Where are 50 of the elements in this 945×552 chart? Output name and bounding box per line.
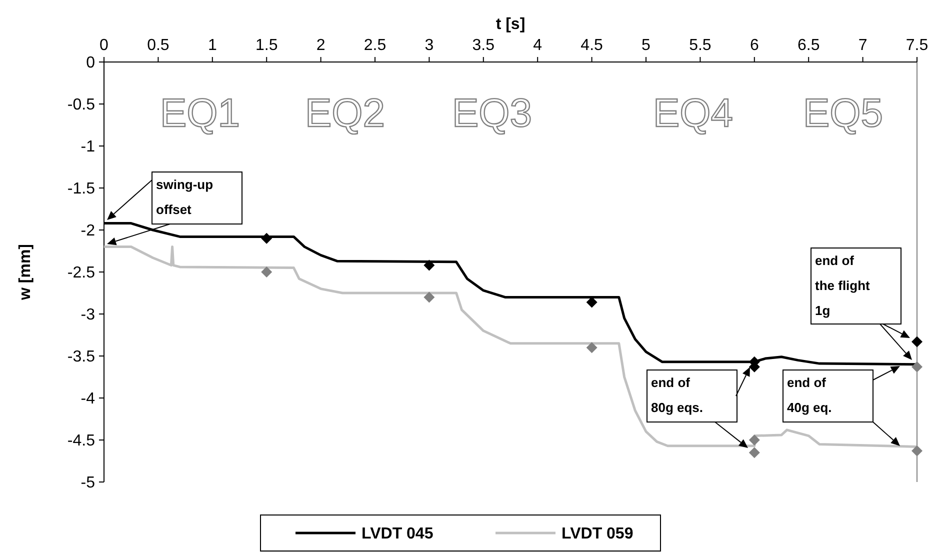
- x-tick-label: 1: [208, 37, 217, 54]
- x-tick-label: 0: [100, 37, 109, 54]
- point: [912, 361, 922, 372]
- x-tick-label: 7.5: [906, 37, 928, 54]
- point: [912, 336, 922, 348]
- x-tick-label: 3: [424, 37, 434, 54]
- annotation: EQ4: [652, 91, 734, 136]
- y-tick-label: -5: [80, 474, 96, 492]
- point: [261, 266, 272, 278]
- annotation: EQ5: [802, 91, 884, 136]
- point: [748, 434, 760, 446]
- y-tick-label: -4.5: [67, 432, 96, 450]
- point: [261, 232, 272, 244]
- annotation: end of 80g eqs.: [651, 375, 704, 415]
- x-tick-label: 5.5: [689, 37, 712, 54]
- x-tick-label: 7: [858, 37, 868, 54]
- annotation: EQ2: [304, 91, 386, 136]
- y-tick-label: -1: [80, 138, 96, 156]
- point: [586, 342, 598, 354]
- y-tick-label: -1.5: [67, 180, 96, 198]
- annotation: EQ3: [452, 91, 532, 136]
- point: [424, 292, 435, 303]
- x-tick-label: 3.5: [472, 37, 495, 54]
- point: [424, 260, 435, 271]
- y-tick-label: -2.5: [67, 264, 96, 282]
- x-tick-label: 2: [316, 37, 326, 54]
- x-tick-label: 1.5: [255, 37, 278, 54]
- annotation: end of 40g eq.: [787, 375, 832, 415]
- x-tick-label: 2.5: [364, 37, 386, 54]
- x-tick-label: 5: [642, 37, 651, 54]
- point: [912, 445, 922, 456]
- annotation: end of the flight 1g: [815, 253, 871, 318]
- x-tick-label: 4: [533, 37, 542, 54]
- y-tick-label: -2: [80, 222, 96, 240]
- y-tick-label: 0: [86, 54, 96, 72]
- y-tick-label: -4: [80, 390, 96, 408]
- legend-label: LVDT 059: [562, 526, 634, 543]
- point: [748, 447, 760, 458]
- x-tick-label: 4.5: [580, 37, 604, 54]
- y-tick-label: -3.5: [67, 348, 96, 366]
- y-tick-label: -0.5: [67, 96, 96, 114]
- y-axis-title: w [mm]: [17, 244, 34, 301]
- annotation: swing-up offset: [156, 177, 214, 217]
- legend-label: LVDT 045: [362, 526, 434, 543]
- x-tick-label: 0.5: [147, 37, 170, 54]
- annotation: EQ1: [160, 91, 240, 136]
- x-tick-label: 6: [750, 37, 759, 54]
- y-tick-label: -3: [80, 306, 96, 324]
- x-tick-label: 6.5: [797, 37, 820, 54]
- x-axis-title: t [s]: [496, 16, 526, 33]
